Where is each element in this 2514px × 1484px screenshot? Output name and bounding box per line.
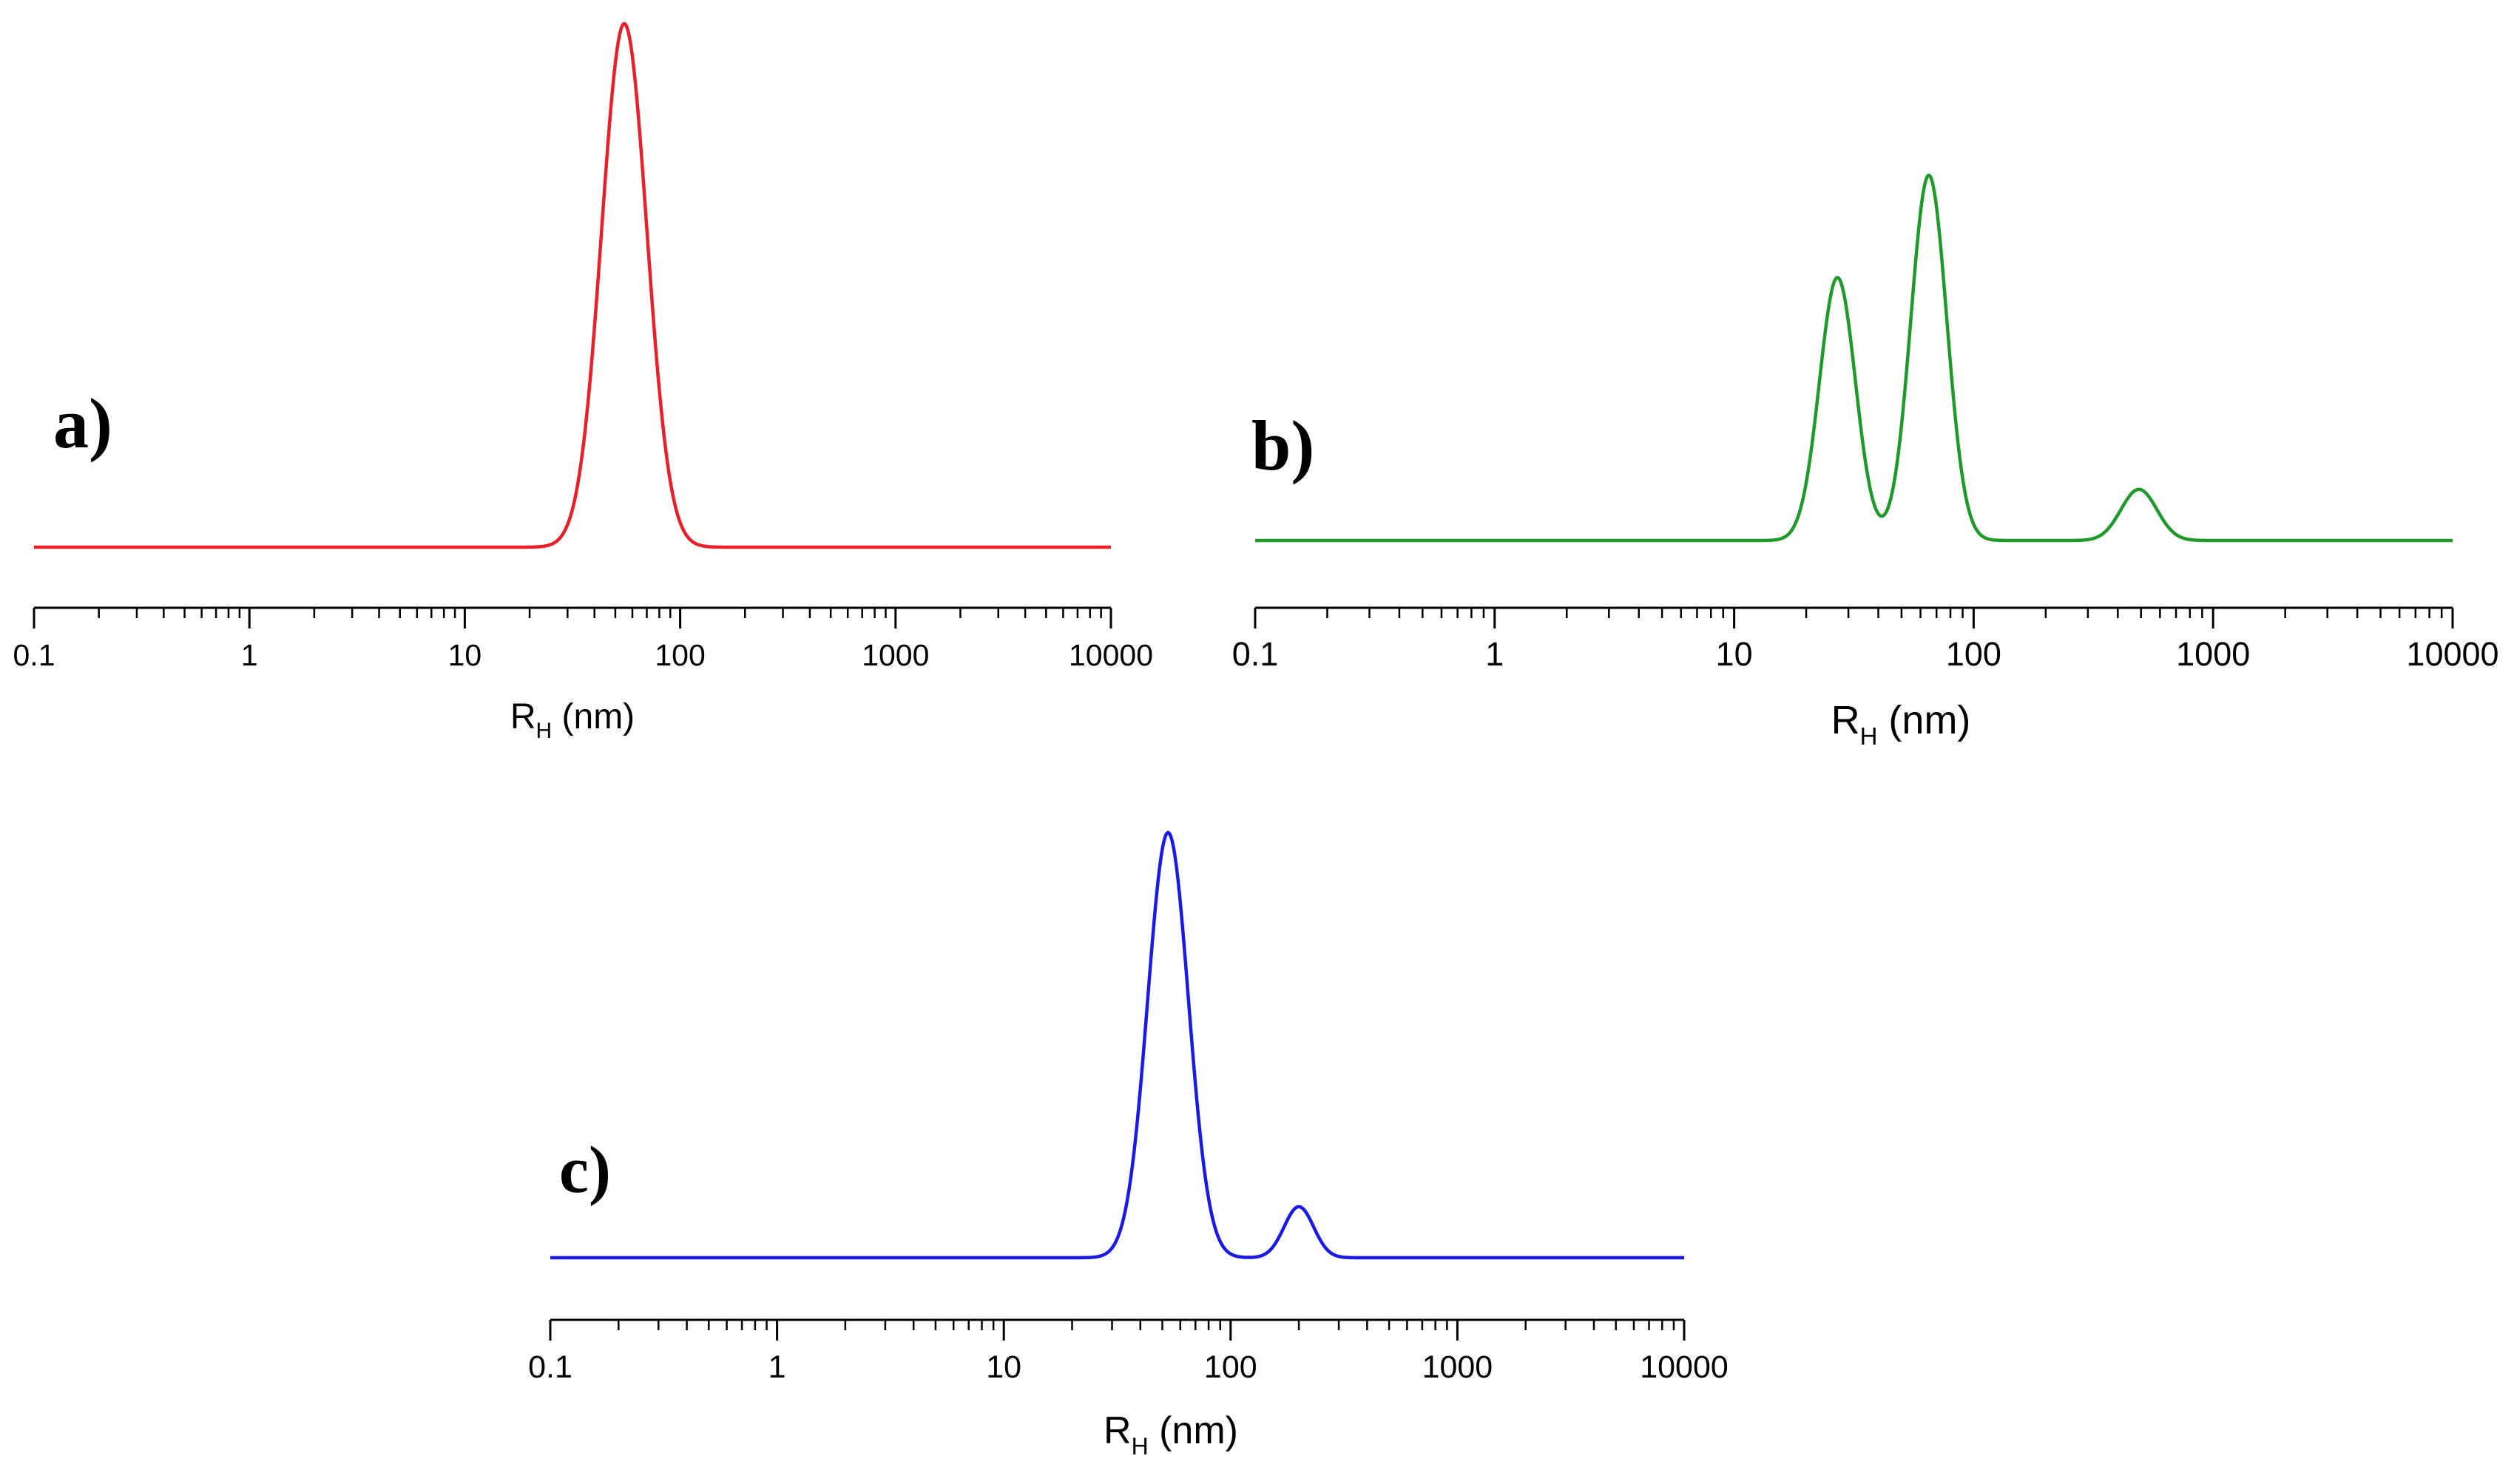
x-axis-title: RH (nm) [510,697,635,743]
panel-b: 0.1 1 10 100 1000 10000 RH (nm) b) [1232,173,2499,750]
panel-a: 0.1 1 10 100 1000 10000 RH (nm) a) [13,21,1153,743]
series-line-a [33,21,1112,549]
x-axis-title: RH (nm) [1104,1409,1238,1460]
series-line-b [1254,173,2454,543]
x-tick-label: 100 [655,638,705,672]
x-axis-title: RH (nm) [1831,698,1971,750]
x-tick-label: 1 [241,638,258,672]
x-tick-label: 10 [986,1349,1021,1385]
x-tick-label: 1 [768,1349,786,1385]
x-tick-label: 0.1 [528,1349,572,1385]
panel-label: c) [559,1134,611,1207]
x-tick-label: 10 [1716,635,1753,673]
x-tick-label: 0.1 [1232,635,1279,673]
x-tick-label: 1000 [1422,1349,1493,1385]
x-tick-label: 100 [1946,635,2001,673]
x-tick-label: 1000 [2176,635,2250,673]
x-tick-label: 1 [1485,635,1504,673]
x-tick-label: 100 [1204,1349,1257,1385]
x-tick-label: 10 [448,638,482,672]
x-tick-label: 1000 [862,638,929,672]
x-tick-label: 10000 [2406,635,2498,673]
x-tick-label: 10000 [1069,638,1153,672]
panel-c: 0.1 1 10 100 1000 10000 RH (nm) c) [528,830,1729,1460]
series-line-c [549,830,1686,1260]
panel-label: a) [53,384,112,463]
x-tick-label: 10000 [1640,1349,1729,1385]
panel-label: b) [1251,406,1314,485]
x-tick-label: 0.1 [13,638,55,672]
